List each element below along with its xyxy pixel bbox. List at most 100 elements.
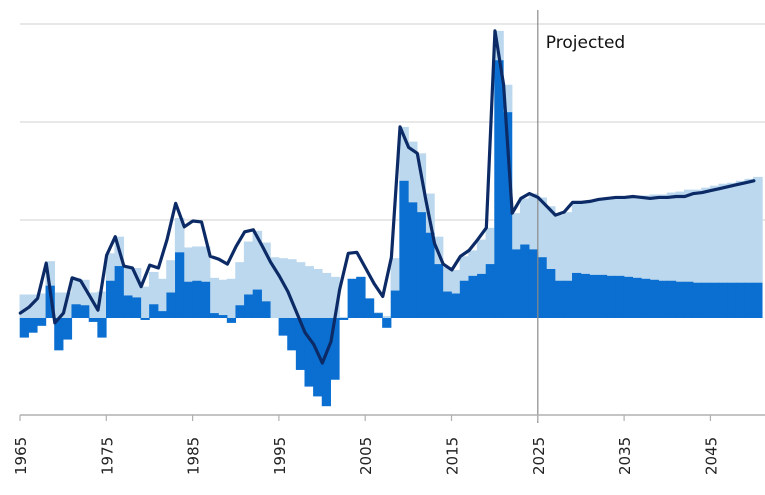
component-b-bar xyxy=(54,292,64,318)
component-b-bar xyxy=(675,191,686,318)
x-tick-label: 2045 xyxy=(702,437,720,475)
component-a-bar xyxy=(399,180,409,318)
component-b-bar xyxy=(123,266,133,318)
component-b-bar xyxy=(649,194,660,318)
component-b-bar xyxy=(235,262,245,318)
component-b-bar xyxy=(330,276,340,318)
component-b-bar xyxy=(554,215,565,318)
gridlines xyxy=(20,23,765,221)
component-b-bar xyxy=(390,258,401,318)
component-b-bar xyxy=(243,241,254,318)
component-a-bar xyxy=(485,264,495,318)
component-b-bar xyxy=(131,268,142,318)
component-b-bar xyxy=(735,180,746,318)
component-b-bar xyxy=(381,316,392,318)
component-a-bar xyxy=(502,112,513,318)
component-a-bar xyxy=(218,315,228,318)
component-a-bar xyxy=(114,266,124,318)
component-a-bar xyxy=(287,318,297,351)
component-a-bar xyxy=(36,318,47,326)
component-a-bar xyxy=(330,318,340,380)
component-a-bar xyxy=(735,282,746,318)
component-b-bar xyxy=(157,278,168,318)
component-a-bar xyxy=(528,249,539,318)
component-a-bar xyxy=(701,282,711,318)
projected-annotation: Projected xyxy=(546,33,625,53)
component-a-bar xyxy=(451,293,461,318)
component-b-bar xyxy=(709,185,720,318)
component-a-bar xyxy=(140,318,150,320)
component-a-bar xyxy=(744,282,754,318)
component-a-bar xyxy=(28,318,38,333)
component-b-bar xyxy=(209,277,219,318)
component-b-bar xyxy=(658,194,668,318)
component-a-bar xyxy=(710,282,720,318)
component-a-bar xyxy=(321,318,331,407)
component-b-bar xyxy=(217,279,228,318)
component-a-bar xyxy=(658,280,668,318)
component-a-bar xyxy=(511,249,521,318)
component-b-bar xyxy=(304,266,314,318)
component-b-bar xyxy=(62,292,73,318)
component-b-bar xyxy=(614,197,625,318)
component-a-bar xyxy=(373,313,383,318)
component-a-bar xyxy=(563,280,573,318)
component-b-bar xyxy=(580,202,591,318)
component-a-bar xyxy=(339,318,349,320)
component-b-bar xyxy=(287,259,297,318)
component-a-bar xyxy=(442,291,452,318)
component-a-bar xyxy=(106,280,116,318)
component-b-bar xyxy=(278,258,289,318)
component-b-bar xyxy=(28,294,38,318)
component-a-bar xyxy=(546,269,556,318)
component-b-bar xyxy=(269,257,280,318)
x-tick-label: 2025 xyxy=(530,437,548,475)
component-a-bar xyxy=(727,282,737,318)
total-line xyxy=(18,29,756,365)
component-a-bar xyxy=(157,311,168,318)
component-b-bar xyxy=(563,212,573,318)
component-b-bar xyxy=(321,272,332,318)
component-a-bar xyxy=(295,318,306,370)
x-tick-label: 2035 xyxy=(616,437,634,475)
component-a-bar xyxy=(649,279,659,318)
component-a-bar xyxy=(718,282,728,318)
component-b-bar xyxy=(571,202,582,318)
component-b-area-group xyxy=(19,30,763,319)
component-b-bar xyxy=(684,189,694,318)
component-a-bar xyxy=(209,313,219,318)
component-a-bar xyxy=(459,280,470,318)
component-a-bar xyxy=(356,276,366,318)
component-a-bar xyxy=(580,273,590,318)
component-b-bar xyxy=(589,201,599,318)
x-tick-label: 2015 xyxy=(444,437,462,475)
x-tick-label: 1985 xyxy=(185,437,203,475)
component-a-bar xyxy=(313,318,323,397)
component-a-bar xyxy=(589,274,599,318)
component-a-bar xyxy=(520,244,530,318)
component-b-bar xyxy=(666,192,677,318)
component-a-bar xyxy=(88,318,98,322)
x-tick-label: 2005 xyxy=(357,437,375,475)
component-b-bar xyxy=(19,294,30,318)
component-b-bar xyxy=(632,196,642,318)
component-a-bar xyxy=(192,280,202,318)
component-a-bar xyxy=(200,281,211,318)
component-a-bar xyxy=(753,282,763,318)
component-b-bar xyxy=(338,317,349,318)
component-a-bar xyxy=(692,282,703,318)
component-a-bar xyxy=(572,272,582,318)
component-a-bar xyxy=(597,274,608,318)
total-line-group xyxy=(18,29,756,365)
component-a-bar xyxy=(304,318,314,387)
component-a-bar xyxy=(175,252,185,318)
component-b-bar xyxy=(36,293,47,318)
component-a-bar xyxy=(347,278,357,318)
component-a-bar xyxy=(641,278,651,318)
component-a-bar xyxy=(123,295,133,318)
component-a-bar xyxy=(494,60,504,318)
component-a-bar xyxy=(623,276,634,318)
component-a-bar xyxy=(477,273,487,318)
component-b-bar xyxy=(79,279,90,318)
